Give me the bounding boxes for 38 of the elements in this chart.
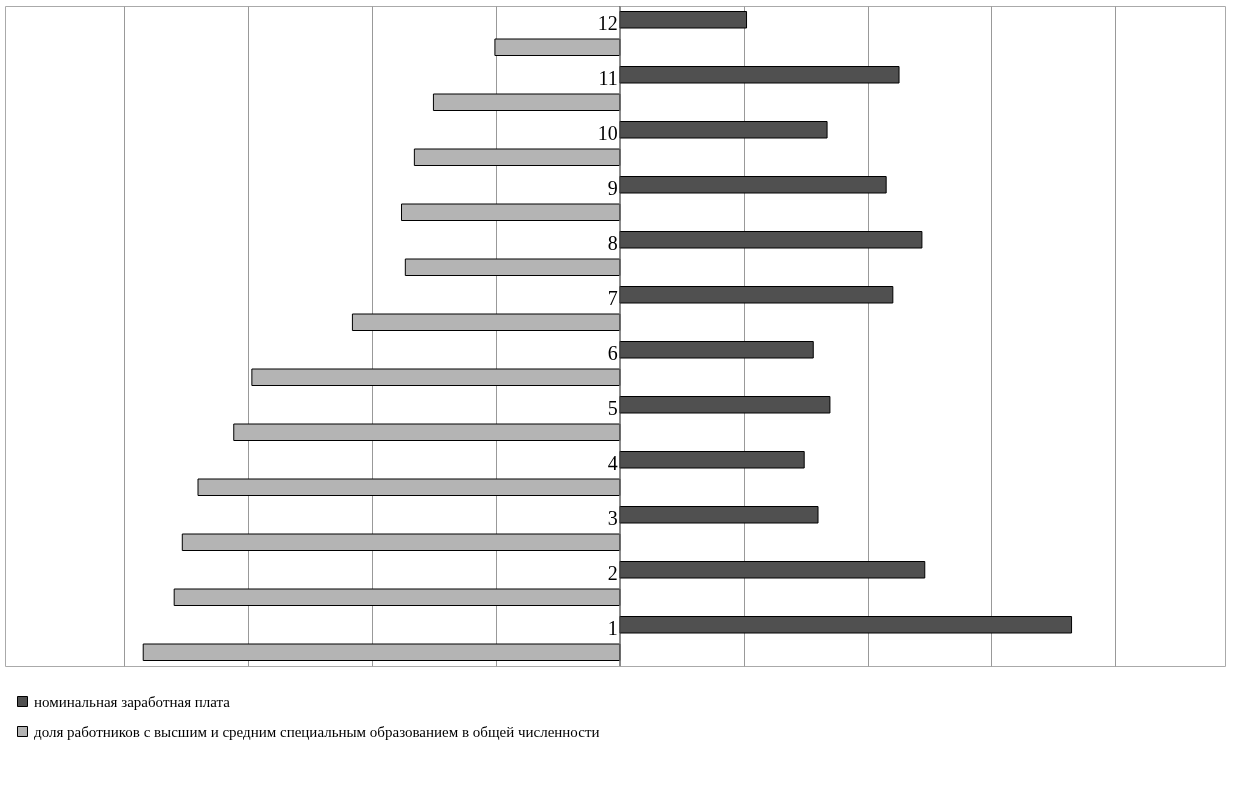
- y-tick-label: 1: [607, 616, 618, 639]
- bar: [494, 38, 621, 56]
- bar: [619, 396, 831, 414]
- y-tick-label: 2: [607, 561, 618, 584]
- bar: [197, 478, 621, 496]
- bar: [619, 121, 828, 139]
- y-tick-label: 4: [607, 451, 618, 474]
- y-tick-label: 7: [607, 286, 618, 309]
- bar: [619, 616, 1073, 634]
- bar: [351, 313, 621, 331]
- bar: [619, 66, 900, 84]
- legend-label: номинальная заработная плата: [34, 693, 231, 710]
- bar: [619, 506, 819, 524]
- bar: [404, 258, 621, 276]
- bar: [432, 93, 621, 111]
- bar: [142, 643, 621, 661]
- y-tick-label: 9: [607, 176, 618, 199]
- bar: [251, 368, 621, 386]
- y-tick-label: 8: [607, 231, 618, 254]
- y-tick-label: 6: [607, 341, 618, 364]
- bar: [619, 286, 894, 304]
- y-tick-label: 3: [607, 506, 618, 529]
- bar: [173, 588, 621, 606]
- y-tick-label: 12: [597, 11, 618, 34]
- y-tick-label: 11: [598, 66, 618, 89]
- bar: [401, 203, 621, 221]
- legend-label: доля работников с высшим и средним специальным образованием в общей численности: [34, 723, 600, 740]
- y-tick-label: 5: [607, 396, 618, 419]
- bar: [181, 533, 621, 551]
- bar: [619, 176, 887, 194]
- bar: [619, 231, 923, 249]
- bar: [619, 561, 926, 579]
- bar: [413, 148, 621, 166]
- y-tick-label: 10: [597, 121, 618, 144]
- bar: [233, 423, 621, 441]
- bar: [619, 11, 748, 29]
- bar: [619, 341, 814, 359]
- bar: [619, 451, 805, 469]
